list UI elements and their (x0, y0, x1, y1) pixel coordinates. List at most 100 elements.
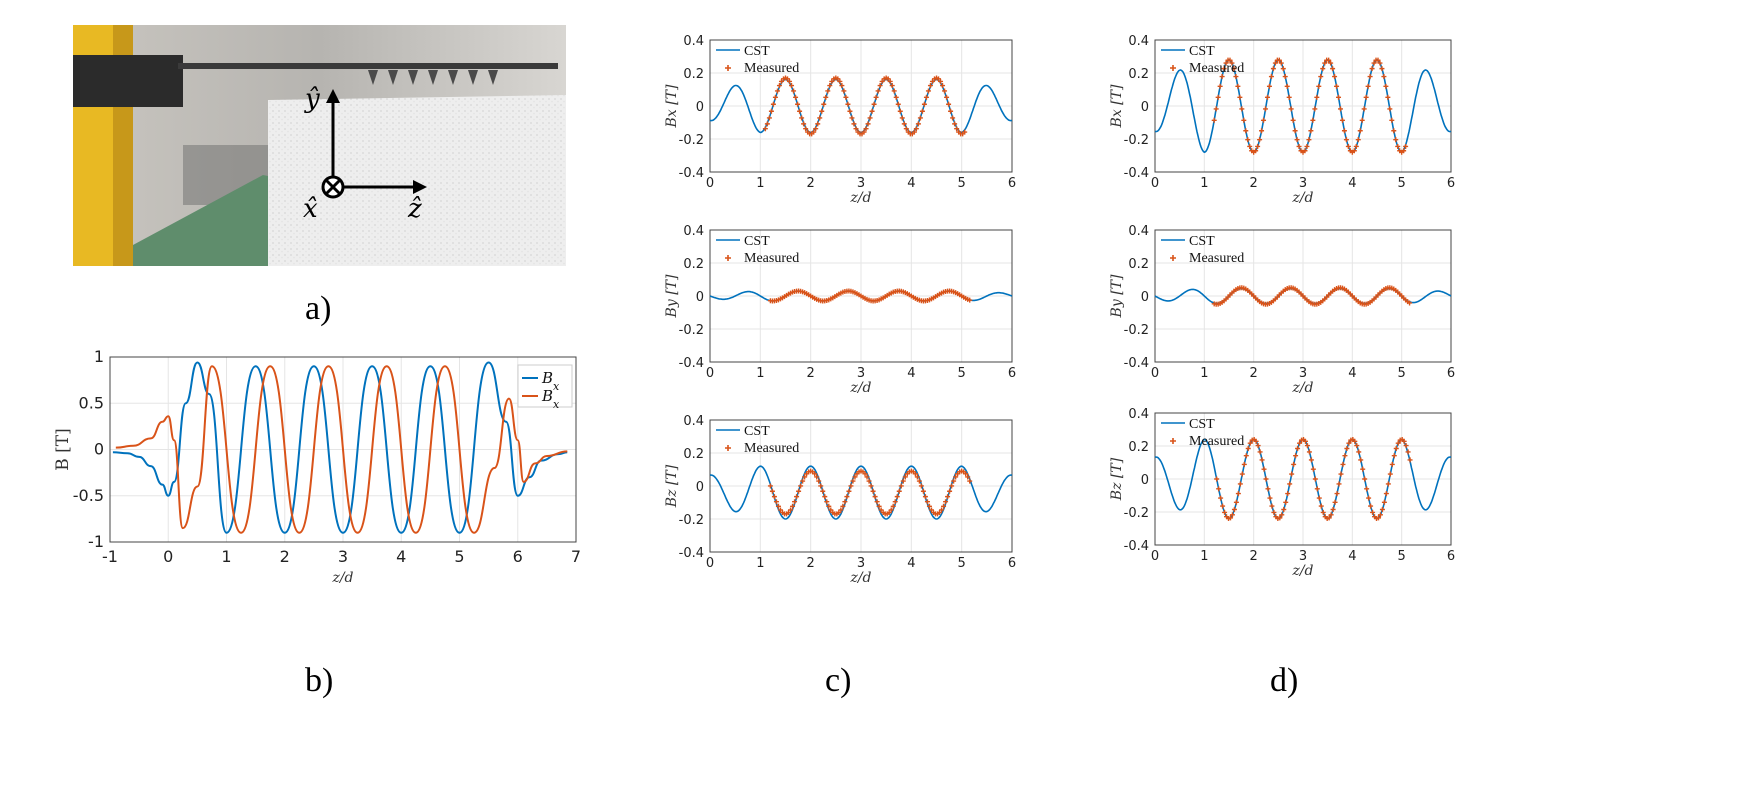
measured-point (903, 126, 909, 132)
measured-point (794, 494, 800, 500)
measured-point (822, 494, 828, 500)
measured-point (1322, 60, 1328, 66)
y-tick-label: 0.4 (683, 224, 704, 239)
x-tick-label: 4 (1348, 549, 1356, 564)
y-tick-label: 0 (1141, 473, 1149, 488)
measured-point (963, 471, 969, 477)
measured-point (1345, 143, 1351, 149)
measured-point (967, 297, 973, 303)
measured-point (827, 83, 833, 89)
measured-point (1354, 443, 1360, 449)
legend-swatch-measured (725, 65, 731, 71)
chart-c-bz: 0 1 2 3 4 5 6 -0.4 -0.2 0 0.2 0.4 z/d Bz [T] CST Measur… (664, 414, 1016, 586)
measured-point (1320, 66, 1326, 72)
legend-entry-measured: Measured (744, 61, 799, 76)
measured-point (819, 108, 825, 114)
measured-point (1239, 471, 1245, 477)
measured-point (1334, 491, 1340, 497)
measured-point (943, 499, 949, 505)
y-tick-label: 0.2 (1128, 257, 1149, 272)
measured-point (826, 503, 832, 509)
y-tick-label: 0.2 (1128, 67, 1149, 82)
measured-point (872, 494, 878, 500)
measured-point (769, 488, 775, 494)
measured-point (1377, 512, 1383, 518)
measured-point (1306, 137, 1312, 143)
measured-point (773, 499, 779, 505)
measured-point (1247, 143, 1253, 149)
x-tick-label: 5 (958, 176, 966, 191)
measured-point (762, 126, 768, 132)
y-tick-label: -0.5 (73, 486, 104, 505)
measured-point (862, 471, 868, 477)
measured-point (939, 507, 945, 513)
measured-point (897, 108, 903, 114)
measured-point (1375, 515, 1381, 521)
x-tick-label: 6 (513, 547, 523, 566)
series-line-B_x (112, 361, 568, 534)
x-tick-label: 4 (907, 366, 915, 381)
x-tick-label: 5 (1398, 549, 1406, 564)
x-tick-label: 3 (857, 176, 865, 191)
measured-point (1247, 440, 1253, 446)
x-axis-label: z/d (1291, 563, 1313, 579)
measured-point (873, 94, 879, 100)
measured-point (799, 115, 805, 121)
measured-point (925, 88, 931, 94)
measured-point (843, 94, 849, 100)
legend-swatch-measured (725, 255, 731, 261)
measured-point (923, 94, 929, 100)
measured-point (1233, 74, 1239, 80)
measured-point (1330, 507, 1336, 513)
y-tick-label: 0.4 (1128, 34, 1149, 49)
measured-point (1310, 466, 1316, 472)
measured-point (786, 510, 792, 516)
x-tick-label: 2 (807, 366, 815, 381)
y-tick-label: 0.4 (1128, 224, 1149, 239)
measured-point (1381, 74, 1387, 80)
measured-point (1341, 128, 1347, 134)
measured-point (764, 121, 770, 127)
measured-point (967, 478, 973, 484)
measured-point (795, 101, 801, 107)
measured-point (798, 483, 804, 489)
x-tick-label: 2 (807, 556, 815, 571)
measured-point (1235, 491, 1241, 497)
photo-panel: ŷ x̂ ẑ (73, 25, 566, 266)
measured-point (1328, 60, 1334, 66)
measured-point (1255, 443, 1261, 449)
measured-point (947, 488, 953, 494)
measured-point (1343, 137, 1349, 143)
measured-point (1264, 94, 1270, 100)
measured-point (941, 503, 947, 509)
measured-point (949, 483, 955, 489)
measured-point (1364, 486, 1370, 492)
measured-point (1401, 438, 1407, 444)
measured-point (1290, 117, 1296, 123)
measured-point (952, 121, 958, 127)
magnet-array (368, 70, 498, 85)
x-tick-label: 3 (1299, 366, 1307, 381)
x-tick-label: 0 (706, 366, 714, 381)
measured-point (789, 83, 795, 89)
x-tick-label: 1 (756, 366, 764, 381)
measured-point (818, 483, 824, 489)
measured-point (953, 474, 959, 480)
measured-point (800, 478, 806, 484)
measured-point (946, 101, 952, 107)
measured-point (1346, 440, 1352, 446)
measured-point (868, 483, 874, 489)
measured-point (1279, 512, 1285, 518)
measured-point (1403, 143, 1409, 149)
legend-entry-measured: Measured (1189, 434, 1244, 449)
measured-point (821, 101, 827, 107)
measured-point (1371, 60, 1377, 66)
measured-point (1257, 449, 1263, 455)
measured-point (1222, 509, 1228, 515)
measured-point (839, 83, 845, 89)
measured-point (886, 510, 892, 516)
measured-point (1314, 486, 1320, 492)
measured-point (1304, 443, 1310, 449)
measured-point (1370, 509, 1376, 515)
measured-point (965, 474, 971, 480)
